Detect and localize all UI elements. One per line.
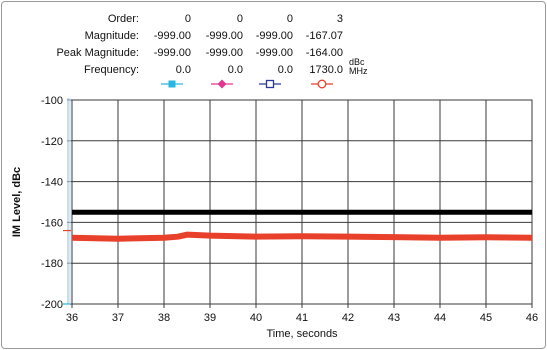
x-axis-label: Time, seconds [266, 328, 338, 340]
series-markers [161, 79, 333, 89]
orange-open-circle-marker-icon [311, 79, 333, 89]
cyan-square-marker-icon [161, 80, 183, 88]
magnitude-value-3: -999.00 [255, 30, 293, 42]
y-tick-label: -200 [41, 299, 63, 311]
y-tick-label: -120 [41, 136, 63, 148]
order-value-2: 0 [236, 13, 243, 25]
frequency-label: Frequency: [83, 64, 139, 76]
peak-magnitude-value-1: -999.00 [153, 47, 191, 59]
frequency-unit: MHz [349, 66, 368, 76]
measurement-table: Order: Magnitude: Peak Magnitude: Freque… [0, 0, 547, 95]
x-tick-label: 46 [526, 312, 538, 324]
order-label: Order: [107, 13, 139, 25]
x-tick-label: 39 [204, 312, 216, 324]
x-tick-label: 45 [480, 312, 492, 324]
peak-magnitude-label: Peak Magnitude: [56, 47, 139, 59]
x-tick-label: 42 [342, 312, 354, 324]
magnitude-unit: dBc [349, 57, 365, 67]
frequency-value-2: 0.0 [227, 64, 243, 76]
x-tick-label: 37 [112, 312, 124, 324]
blue-open-square-marker-icon [259, 79, 281, 89]
y-tick-label: -160 [41, 217, 63, 229]
y-tick-label: -100 [41, 95, 63, 107]
x-tick-label: 41 [296, 312, 308, 324]
y-tick-label: -140 [41, 177, 63, 189]
peak-magnitude-value-2: -999.00 [205, 47, 243, 59]
x-tick-label: 38 [158, 312, 170, 324]
x-tick-label: 40 [250, 312, 262, 324]
peak-magnitude-value-3: -999.00 [255, 47, 293, 59]
magnitude-label: Magnitude: [84, 30, 139, 42]
x-tick-label: 36 [66, 312, 78, 324]
x-tick-label: 44 [434, 312, 446, 324]
frequency-value-4: 1730.0 [309, 64, 343, 76]
series-line-red [71, 231, 533, 242]
frequency-value-1: 0.0 [175, 64, 191, 76]
frequency-value-3: 0.0 [277, 64, 293, 76]
order-value-3: 0 [286, 13, 293, 25]
y-axis-label: IM Level, dBc [11, 167, 23, 237]
magenta-diamond-marker-icon [211, 79, 233, 89]
x-tick-label: 43 [388, 312, 400, 324]
y-tick-label: -180 [41, 258, 63, 270]
peak-magnitude-value-4: -164.00 [305, 47, 343, 59]
order-value-4: 3 [336, 13, 343, 25]
order-value-1: 0 [184, 13, 191, 25]
magnitude-value-4: -167.07 [305, 30, 343, 42]
magnitude-value-1: -999.00 [153, 30, 191, 42]
plot-border [71, 99, 533, 305]
magnitude-value-2: -999.00 [205, 30, 243, 42]
